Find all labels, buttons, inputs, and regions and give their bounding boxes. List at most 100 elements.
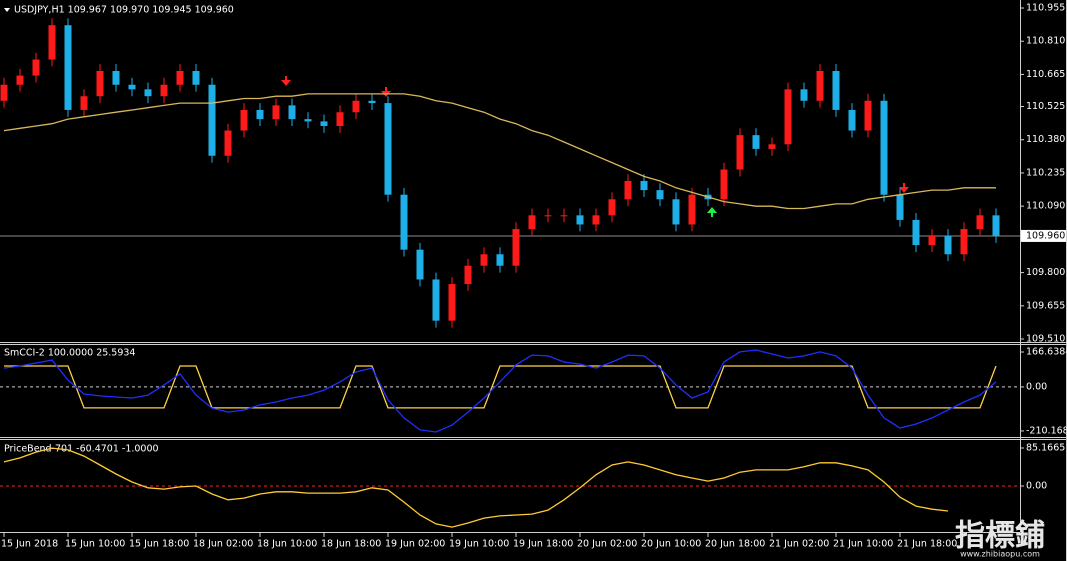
- candle-body: [256, 109, 264, 120]
- candle-body: [176, 71, 184, 85]
- candle-body: [624, 180, 632, 200]
- candle-body: [400, 194, 408, 250]
- x-tick-label: 21 Jun 18:00: [897, 539, 957, 550]
- candle-body: [864, 100, 872, 131]
- x-tick-label: 21 Jun 02:00: [769, 539, 829, 550]
- y-tick-label: 110.665: [1026, 69, 1065, 80]
- sell-arrow: [899, 183, 909, 193]
- indicator-line: [4, 365, 997, 409]
- candle-body: [224, 130, 232, 156]
- candle-body: [368, 100, 376, 104]
- candle-body: [192, 71, 200, 85]
- candle-body: [16, 75, 24, 85]
- sell-arrow: [281, 76, 291, 86]
- x-tick-label: 18 Jun 18:00: [321, 539, 381, 550]
- candle-body: [528, 215, 536, 230]
- x-tick-label: 18 Jun 10:00: [257, 539, 317, 550]
- candle-body: [800, 89, 808, 101]
- x-tick-label: 19 Jun 18:00: [513, 539, 573, 550]
- watermark-url: www.zhibiaopu.com: [960, 550, 1040, 559]
- candle-body: [496, 254, 504, 266]
- y-tick-label: 110.525: [1026, 101, 1065, 112]
- candle-body: [720, 169, 728, 200]
- candle-body: [848, 109, 856, 131]
- candle-body: [736, 135, 744, 170]
- x-tick-label: 15 Jun 18:00: [129, 539, 189, 550]
- candle-body: [64, 25, 72, 110]
- signal-arrows: [281, 76, 909, 217]
- candle-body: [912, 219, 920, 246]
- y-tick-label: 110.380: [1026, 134, 1065, 145]
- candle-body: [752, 135, 760, 149]
- candle-body: [592, 215, 600, 225]
- current-price-box: [1021, 229, 1066, 242]
- candle-body: [672, 199, 680, 225]
- x-tick-label: 19 Jun 10:00: [449, 539, 509, 550]
- x-tick-label: 20 Jun 18:00: [705, 539, 765, 550]
- current-price-label: 109.960: [1026, 230, 1065, 241]
- candle-body: [272, 105, 280, 120]
- candle-body: [880, 100, 888, 195]
- x-tick-label: 15 Jun 10:00: [65, 539, 125, 550]
- candle-body: [944, 235, 952, 255]
- indicator-line: [3, 93, 996, 210]
- candle-body: [432, 279, 440, 321]
- y-tick-label: 110.810: [1026, 36, 1065, 47]
- candle-body: [960, 229, 968, 255]
- candle-body: [512, 229, 520, 266]
- y-tick-label: 110.955: [1026, 3, 1065, 14]
- candle-body: [544, 215, 552, 217]
- buy-arrow: [707, 207, 717, 217]
- candle-body: [768, 144, 776, 149]
- y-tick-label: 110.235: [1026, 167, 1065, 178]
- candle-body: [208, 84, 216, 156]
- sell-arrow: [381, 87, 391, 97]
- indicator-title: PriceBend-701 -60.4701 -1.0000: [4, 444, 159, 455]
- y-tick-label: 109.510: [1026, 334, 1065, 345]
- candle-body: [560, 215, 568, 217]
- indicator-line: [3, 349, 997, 433]
- y-tick-label: -210.1683: [1026, 425, 1067, 436]
- candle-body: [288, 105, 296, 120]
- x-tick-label: 20 Jun 02:00: [577, 539, 637, 550]
- watermark-brand: 指標鋪: [955, 519, 1045, 554]
- candle-body: [688, 194, 696, 225]
- x-tick-label: 19 Jun 02:00: [385, 539, 445, 550]
- candle-body: [832, 71, 840, 110]
- x-tick-label: 18 Jun 02:00: [193, 539, 253, 550]
- candle-body: [640, 180, 648, 191]
- candle-body: [784, 89, 792, 145]
- indicator-line: [3, 447, 949, 528]
- y-tick-label: 0.00: [1026, 381, 1047, 392]
- candle-body: [656, 190, 664, 200]
- candle-body: [608, 199, 616, 216]
- x-tick-label: 15 Jun 2018: [1, 539, 58, 550]
- candle-body: [0, 84, 8, 101]
- candle-body: [480, 254, 488, 266]
- candle-body: [928, 235, 936, 246]
- symbol-title: USDJPY,H1 109.967 109.970 109.945 109.96…: [14, 5, 234, 16]
- y-tick-label: 85.1665: [1026, 443, 1065, 454]
- menu-triangle[interactable]: [4, 8, 10, 12]
- candle-body: [320, 121, 328, 126]
- candle-body: [128, 84, 136, 90]
- candle-body: [448, 284, 456, 321]
- y-tick-label: 166.6384: [1026, 346, 1067, 357]
- candle-body: [304, 119, 312, 122]
- candle-body: [992, 215, 1000, 236]
- candle-body: [160, 84, 168, 97]
- candle-body: [352, 100, 360, 113]
- candle-body: [112, 71, 120, 85]
- candle-body: [976, 215, 984, 230]
- indicator-title: SmCCI-2 100.0000 25.5934: [4, 348, 135, 359]
- y-tick-label: 110.090: [1026, 201, 1065, 212]
- x-tick-label: 20 Jun 10:00: [641, 539, 701, 550]
- candle-body: [144, 89, 152, 97]
- candle-body: [336, 112, 344, 126]
- candle-body: [48, 25, 56, 60]
- y-tick-label: 109.800: [1026, 267, 1065, 278]
- candle-body: [96, 71, 104, 97]
- y-tick-label: 0.00: [1026, 481, 1047, 492]
